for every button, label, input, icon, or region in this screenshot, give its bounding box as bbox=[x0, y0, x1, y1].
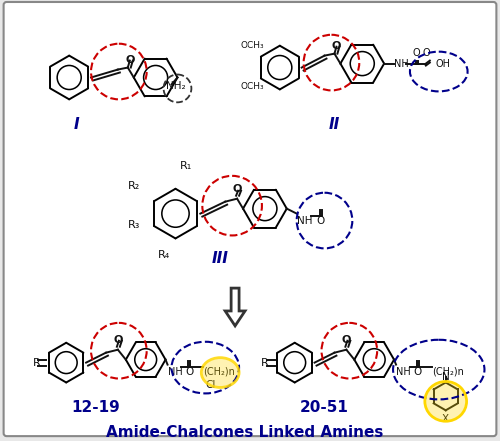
Text: NH₂: NH₂ bbox=[166, 82, 186, 91]
Text: NH: NH bbox=[394, 59, 409, 69]
Text: O: O bbox=[125, 55, 134, 65]
Ellipse shape bbox=[202, 359, 238, 386]
Text: R₃: R₃ bbox=[128, 220, 140, 231]
FancyBboxPatch shape bbox=[4, 2, 496, 436]
Text: NH: NH bbox=[168, 366, 182, 377]
Text: R₂: R₂ bbox=[128, 181, 140, 191]
Text: R: R bbox=[261, 358, 269, 368]
Text: O: O bbox=[414, 366, 422, 377]
Text: II: II bbox=[329, 117, 340, 132]
Text: 20-51: 20-51 bbox=[300, 400, 349, 415]
Text: OCH₃: OCH₃ bbox=[240, 41, 264, 50]
Text: (CH₂)n: (CH₂)n bbox=[204, 366, 235, 377]
Text: O: O bbox=[412, 48, 420, 58]
Text: Amide-Chalcones Linked Amines: Amide-Chalcones Linked Amines bbox=[106, 425, 384, 440]
Text: O: O bbox=[316, 216, 324, 226]
Text: Cl: Cl bbox=[206, 381, 216, 390]
Text: III: III bbox=[212, 251, 228, 266]
Text: I: I bbox=[74, 117, 79, 132]
Text: N: N bbox=[442, 373, 450, 382]
Ellipse shape bbox=[426, 382, 466, 420]
Text: O: O bbox=[113, 335, 122, 345]
Text: (CH₂)n: (CH₂)n bbox=[432, 366, 464, 377]
Text: X: X bbox=[442, 414, 450, 424]
Text: OCH₃: OCH₃ bbox=[240, 82, 264, 91]
Text: OH: OH bbox=[436, 59, 451, 69]
Text: NH: NH bbox=[296, 216, 312, 226]
Text: O: O bbox=[186, 366, 194, 377]
Text: 12-19: 12-19 bbox=[72, 400, 120, 415]
Text: NH: NH bbox=[396, 366, 411, 377]
Text: O: O bbox=[232, 184, 242, 194]
Text: O: O bbox=[332, 41, 341, 51]
Text: O: O bbox=[342, 335, 351, 345]
FancyArrow shape bbox=[225, 288, 245, 326]
Text: R₄: R₄ bbox=[158, 250, 170, 260]
Text: O: O bbox=[422, 48, 430, 58]
Text: R: R bbox=[32, 358, 40, 368]
Text: R₁: R₁ bbox=[180, 161, 192, 171]
